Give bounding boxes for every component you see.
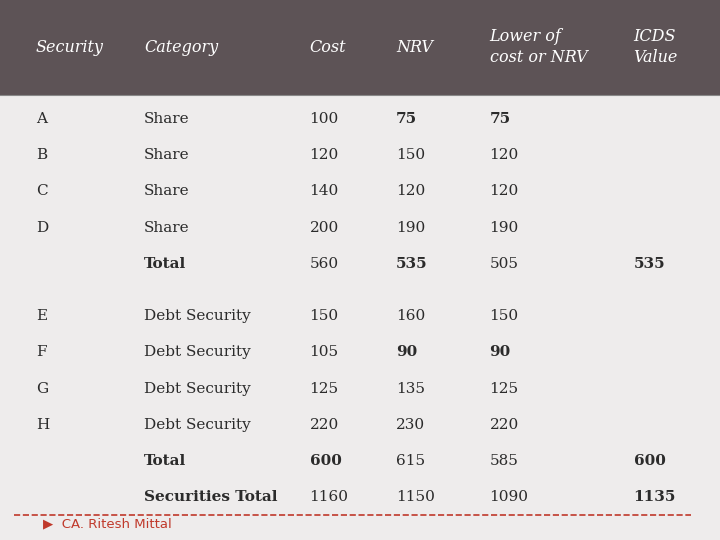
Text: 90: 90 bbox=[396, 346, 418, 359]
Text: Securities Total: Securities Total bbox=[144, 490, 277, 504]
Text: Total: Total bbox=[144, 257, 186, 271]
Text: 150: 150 bbox=[490, 309, 518, 323]
Text: Category: Category bbox=[144, 39, 218, 56]
Text: 150: 150 bbox=[396, 148, 425, 162]
Text: Share: Share bbox=[144, 112, 189, 126]
Text: Share: Share bbox=[144, 185, 189, 198]
Text: 230: 230 bbox=[396, 418, 425, 431]
Text: 120: 120 bbox=[490, 185, 519, 198]
Bar bbox=[0, 0, 720, 94]
Text: 75: 75 bbox=[396, 112, 417, 126]
Text: C: C bbox=[36, 185, 48, 198]
Text: Cost: Cost bbox=[310, 39, 346, 56]
Text: NRV: NRV bbox=[396, 39, 433, 56]
Text: 220: 220 bbox=[310, 418, 339, 431]
Text: 600: 600 bbox=[310, 454, 341, 468]
Text: Share: Share bbox=[144, 221, 189, 234]
Text: 135: 135 bbox=[396, 382, 425, 395]
Text: 105: 105 bbox=[310, 346, 338, 359]
Text: 150: 150 bbox=[310, 309, 338, 323]
Text: Debt Security: Debt Security bbox=[144, 309, 251, 323]
Text: 1150: 1150 bbox=[396, 490, 435, 504]
Text: 120: 120 bbox=[310, 148, 339, 162]
Text: Total: Total bbox=[144, 454, 186, 468]
Text: A: A bbox=[36, 112, 47, 126]
Text: D: D bbox=[36, 221, 48, 234]
Text: 125: 125 bbox=[490, 382, 518, 395]
Text: 120: 120 bbox=[490, 148, 519, 162]
Text: 125: 125 bbox=[310, 382, 338, 395]
Text: 75: 75 bbox=[490, 112, 510, 126]
Text: 200: 200 bbox=[310, 221, 339, 234]
Text: 1160: 1160 bbox=[310, 490, 348, 504]
Text: 100: 100 bbox=[310, 112, 339, 126]
Text: Debt Security: Debt Security bbox=[144, 418, 251, 431]
Text: 190: 190 bbox=[490, 221, 519, 234]
Text: Share: Share bbox=[144, 148, 189, 162]
Text: 1135: 1135 bbox=[634, 490, 676, 504]
Text: 600: 600 bbox=[634, 454, 665, 468]
Text: Lower of
cost or NRV: Lower of cost or NRV bbox=[490, 28, 588, 66]
Text: 1090: 1090 bbox=[490, 490, 528, 504]
Text: 585: 585 bbox=[490, 454, 518, 468]
Text: G: G bbox=[36, 382, 48, 395]
Text: 90: 90 bbox=[490, 346, 511, 359]
Text: Debt Security: Debt Security bbox=[144, 382, 251, 395]
Text: 220: 220 bbox=[490, 418, 519, 431]
Text: 140: 140 bbox=[310, 185, 339, 198]
Text: 120: 120 bbox=[396, 185, 426, 198]
Text: Security: Security bbox=[36, 39, 104, 56]
Text: Debt Security: Debt Security bbox=[144, 346, 251, 359]
Text: 535: 535 bbox=[396, 257, 428, 271]
Text: 560: 560 bbox=[310, 257, 338, 271]
Text: B: B bbox=[36, 148, 47, 162]
Text: 505: 505 bbox=[490, 257, 518, 271]
Text: 535: 535 bbox=[634, 257, 665, 271]
Text: 190: 190 bbox=[396, 221, 426, 234]
Text: E: E bbox=[36, 309, 47, 323]
Text: ▶  CA. Ritesh Mittal: ▶ CA. Ritesh Mittal bbox=[43, 517, 172, 530]
Text: 615: 615 bbox=[396, 454, 425, 468]
Text: H: H bbox=[36, 418, 49, 431]
Text: 160: 160 bbox=[396, 309, 426, 323]
Text: ICDS
Value: ICDS Value bbox=[634, 28, 678, 66]
Text: F: F bbox=[36, 346, 47, 359]
